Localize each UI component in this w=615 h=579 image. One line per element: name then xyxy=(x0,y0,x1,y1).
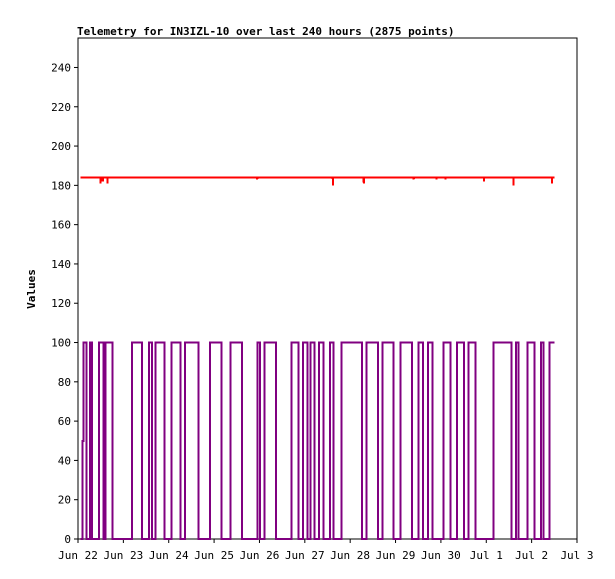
y-tick-label: 100 xyxy=(51,337,71,350)
x-tick-label: Jul 2 xyxy=(515,549,548,562)
y-axis: 0 20 40 60 80 100 120 140 160 180 200 220 240 xyxy=(51,61,78,546)
y-tick-label: 200 xyxy=(51,140,71,153)
series-line-0 xyxy=(80,176,555,186)
y-tick-label: 160 xyxy=(51,219,71,232)
y-tick-label: 120 xyxy=(51,297,71,310)
y-tick-label: 80 xyxy=(58,376,71,389)
x-tick-label: Jun 27 xyxy=(285,549,325,562)
x-tick-label: Jun 28 xyxy=(330,549,370,562)
x-tick-label: Jun 24 xyxy=(149,549,189,562)
x-tick-label: Jun 26 xyxy=(240,549,280,562)
chart-title: Telemetry for IN3IZL-10 over last 240 ho… xyxy=(77,25,455,38)
x-axis: Jun 22 Jun 23 Jun 24 Jun 25 Jun 26 Jun 27 Jun … xyxy=(58,539,594,562)
y-tick-label: 240 xyxy=(51,61,71,74)
y-tick-label: 20 xyxy=(58,494,71,507)
series-group xyxy=(80,176,555,540)
x-tick-label: Jun 23 xyxy=(103,549,143,562)
y-tick-label: 40 xyxy=(58,454,71,467)
x-tick-label: Jun 29 xyxy=(376,549,416,562)
y-tick-label: 180 xyxy=(51,179,71,192)
x-tick-label: Jul 1 xyxy=(470,549,503,562)
x-tick-label: Jun 25 xyxy=(194,549,234,562)
x-tick-label: Jun 22 xyxy=(58,549,98,562)
x-tick-label: Jul 3 xyxy=(560,549,593,562)
y-tick-label: 140 xyxy=(51,258,71,271)
y-tick-label: 0 xyxy=(64,533,71,546)
y-tick-label: 60 xyxy=(58,415,71,428)
x-tick-label: Jun 30 xyxy=(421,549,461,562)
y-tick-label: 220 xyxy=(51,101,71,114)
series-line-1 xyxy=(80,341,555,540)
y-axis-label: Values xyxy=(25,269,38,309)
